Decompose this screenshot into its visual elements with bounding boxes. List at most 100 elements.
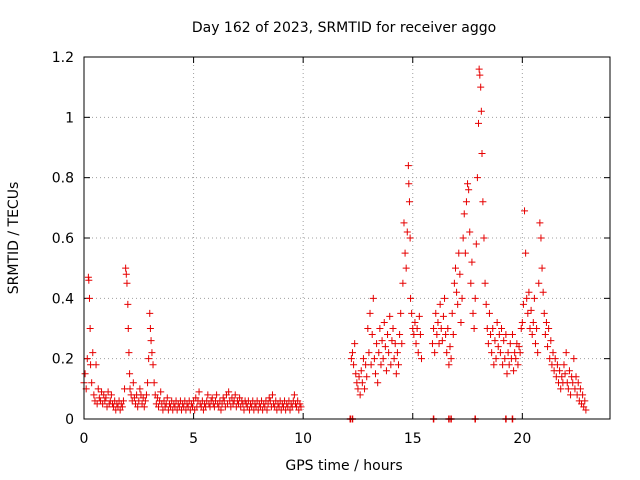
data-point [355, 373, 363, 381]
y-tick-label: 0 [65, 412, 74, 428]
data-point [149, 361, 157, 369]
data-point [455, 249, 463, 257]
data-point [357, 367, 365, 375]
data-point [553, 361, 561, 369]
data-point [86, 325, 94, 332]
data-point [460, 210, 468, 218]
data-point [432, 309, 440, 317]
data-point [475, 65, 483, 73]
data-point [450, 279, 458, 287]
data-point [446, 343, 454, 351]
y-axis-label: SRMTID / TECUs [6, 182, 22, 295]
data-point [386, 312, 394, 320]
data-point [503, 370, 511, 378]
x-axis-label: GPS time / hours [285, 458, 402, 474]
data-point [213, 391, 221, 399]
data-point [85, 294, 93, 302]
data-point [208, 394, 216, 402]
data-point [499, 361, 507, 369]
data-point [95, 394, 103, 402]
data-point [514, 361, 522, 369]
data-point [378, 337, 386, 345]
data-point [524, 309, 532, 317]
data-point [582, 406, 590, 414]
data-point [122, 264, 130, 272]
data-point [350, 361, 358, 369]
data-point [433, 331, 441, 339]
data-point [379, 355, 387, 363]
data-point [150, 379, 158, 387]
data-point [535, 279, 543, 287]
data-point [124, 300, 132, 308]
data-point [147, 337, 155, 345]
data-point [399, 279, 407, 287]
data-point [439, 312, 447, 320]
data-point [579, 391, 587, 399]
data-point [157, 388, 165, 396]
x-tick-label: 5 [189, 431, 198, 447]
data-point [549, 349, 557, 357]
data-point [461, 249, 469, 257]
data-point [126, 385, 134, 393]
data-point [443, 349, 451, 357]
data-point [396, 331, 404, 339]
data-point [562, 349, 570, 357]
data-point [469, 309, 477, 317]
data-point [402, 264, 410, 272]
data-point [404, 162, 412, 170]
data-point [570, 355, 578, 363]
data-point [523, 294, 531, 302]
data-point [476, 71, 484, 79]
data-point [484, 340, 492, 348]
data-point [81, 370, 89, 378]
data-point [408, 309, 416, 317]
data-point [459, 234, 467, 242]
data-point [231, 391, 239, 399]
data-point [373, 340, 381, 348]
data-point [85, 276, 93, 284]
data-point [148, 349, 156, 357]
data-point [437, 325, 445, 332]
data-point [458, 294, 466, 302]
data-point [468, 258, 476, 266]
data-point [481, 279, 489, 287]
data-point [358, 379, 366, 387]
data-point [567, 391, 575, 399]
data-point [527, 306, 535, 314]
data-point [508, 331, 516, 339]
data-point [516, 349, 524, 357]
data-point [102, 394, 110, 402]
data-point [123, 279, 131, 287]
data-point [491, 337, 499, 345]
data-point [88, 379, 96, 387]
data-point [456, 270, 464, 278]
data-point [412, 340, 420, 348]
data-point [540, 309, 548, 317]
data-point [370, 355, 378, 363]
data-point [529, 318, 537, 326]
data-point [374, 379, 382, 387]
data-point [366, 309, 374, 317]
data-point [492, 355, 500, 363]
data-point [478, 150, 486, 158]
data-point [401, 249, 409, 257]
x-tick-label: 0 [80, 431, 89, 447]
data-point [517, 325, 525, 332]
data-point [92, 361, 100, 369]
data-point [467, 279, 475, 287]
data-point [544, 343, 552, 351]
data-point [533, 325, 541, 332]
y-tick-label: 0.6 [52, 231, 74, 247]
data-point [519, 300, 527, 308]
data-point [413, 325, 421, 332]
data-point [431, 349, 439, 357]
data-point [504, 349, 512, 357]
data-point [482, 300, 490, 308]
data-point [488, 349, 496, 357]
data-point [356, 391, 364, 399]
data-point [416, 331, 424, 339]
data-point [368, 331, 376, 339]
data-point [556, 367, 564, 375]
data-point [268, 391, 276, 399]
data-point [296, 400, 304, 408]
